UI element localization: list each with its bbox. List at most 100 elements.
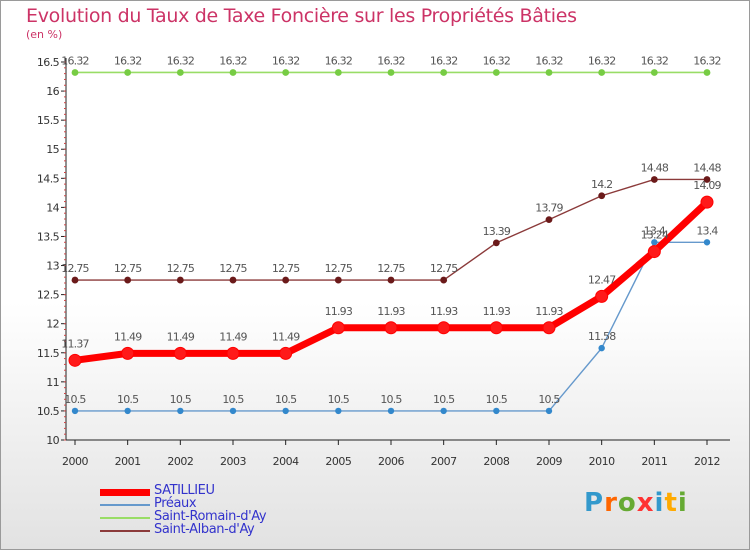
y-tick-label: 14 <box>46 201 59 214</box>
data-point <box>177 407 184 415</box>
data-label: 16.32 <box>325 54 353 67</box>
data-label: 16.32 <box>219 54 247 67</box>
data-point <box>650 69 658 76</box>
data-point <box>387 407 395 415</box>
data-label: 12.75 <box>272 262 300 275</box>
data-point <box>229 69 237 76</box>
data-label: 16.32 <box>588 54 616 67</box>
data-point <box>124 69 132 76</box>
data-label: 11.49 <box>114 330 142 343</box>
legend-label: Saint-Alban-d'Ay <box>154 522 255 537</box>
data-label: 10.5 <box>486 393 508 406</box>
data-point <box>650 176 658 183</box>
y-tick-label: 10 <box>46 434 59 447</box>
legend-label: SATILLIEU <box>154 483 215 498</box>
x-tick-label: 2012 <box>694 455 720 468</box>
data-label: 12.75 <box>325 262 353 275</box>
logo-letter: o <box>617 488 637 518</box>
data-label: 16.32 <box>535 54 563 67</box>
legend-swatch <box>100 517 150 519</box>
data-point <box>440 69 448 76</box>
data-point <box>703 176 711 183</box>
data-point <box>545 69 553 76</box>
data-point <box>124 407 131 415</box>
data-label: 10.5 <box>222 393 244 406</box>
logo-letter: P <box>584 488 605 518</box>
y-tick-label: 15 <box>46 143 59 156</box>
data-label: 11.49 <box>219 330 247 343</box>
data-point <box>282 276 290 284</box>
proxiti-logo: Proxiti <box>584 488 688 518</box>
data-point <box>598 344 605 352</box>
data-point <box>440 276 448 284</box>
x-tick-label: 2008 <box>483 455 509 468</box>
data-point <box>282 69 290 76</box>
data-label: 10.5 <box>538 393 560 406</box>
data-point <box>282 407 289 415</box>
data-point <box>651 239 658 246</box>
data-label: 13.24 <box>641 229 669 242</box>
data-point <box>492 69 500 76</box>
data-label: 10.5 <box>64 393 86 406</box>
data-label: 12.75 <box>219 262 247 275</box>
data-label: 11.58 <box>588 330 616 343</box>
data-label: 12.75 <box>167 262 195 275</box>
data-point <box>331 321 345 335</box>
y-tick-label: 10.5 <box>37 405 60 418</box>
data-label: 11.93 <box>377 305 405 318</box>
x-tick-label: 2000 <box>62 455 88 468</box>
data-label: 16.32 <box>167 54 195 67</box>
data-label: 14.48 <box>693 161 721 174</box>
y-tick-label: 13.5 <box>37 230 60 243</box>
data-point <box>542 321 556 335</box>
data-point <box>492 239 500 247</box>
data-point <box>71 407 79 415</box>
data-label: 12.75 <box>430 262 458 275</box>
data-point <box>334 276 342 284</box>
data-label: 12.75 <box>114 262 142 275</box>
data-label: 10.5 <box>328 393 350 406</box>
data-label: 13.39 <box>483 225 511 238</box>
data-point <box>595 289 609 303</box>
x-tick-label: 2003 <box>220 455 246 468</box>
logo-letter: x <box>636 488 655 518</box>
x-tick-label: 2009 <box>536 455 562 468</box>
data-label: 10.5 <box>117 393 139 406</box>
data-label: 10.5 <box>275 393 297 406</box>
data-label: 16.32 <box>61 54 89 67</box>
data-label: 11.49 <box>272 330 300 343</box>
data-point <box>598 69 606 76</box>
y-tick-label: 14.5 <box>37 172 60 185</box>
x-tick-label: 2004 <box>273 455 299 468</box>
chart-title: Evolution du Taux de Taxe Foncière sur l… <box>26 5 577 27</box>
y-tick-label: 12.5 <box>37 289 60 302</box>
data-point <box>703 69 711 76</box>
data-label: 11.93 <box>325 305 353 318</box>
data-label: 16.32 <box>693 54 721 67</box>
data-point <box>229 407 237 415</box>
logo-letter: t <box>664 488 678 518</box>
data-label: 12.75 <box>377 262 405 275</box>
data-point <box>335 407 342 415</box>
legend-swatch <box>100 530 150 532</box>
legend-label: Saint-Romain-d'Ay <box>154 509 267 524</box>
data-point <box>440 407 447 415</box>
unit-label: (en %) <box>26 28 63 41</box>
data-point <box>384 321 398 335</box>
data-label: 14.48 <box>641 161 669 174</box>
data-point <box>703 239 711 246</box>
data-label: 16.32 <box>430 54 458 67</box>
legend-swatch <box>100 504 150 506</box>
data-label: 10.5 <box>380 393 402 406</box>
data-point <box>229 276 237 284</box>
data-label: 16.32 <box>114 54 142 67</box>
data-point <box>598 192 606 200</box>
data-point <box>493 407 500 415</box>
data-point <box>545 216 553 223</box>
data-label: 11.93 <box>430 305 458 318</box>
x-tick-label: 2001 <box>115 455 141 468</box>
data-point <box>700 195 714 209</box>
data-label: 11.93 <box>483 305 511 318</box>
data-point <box>71 69 79 76</box>
